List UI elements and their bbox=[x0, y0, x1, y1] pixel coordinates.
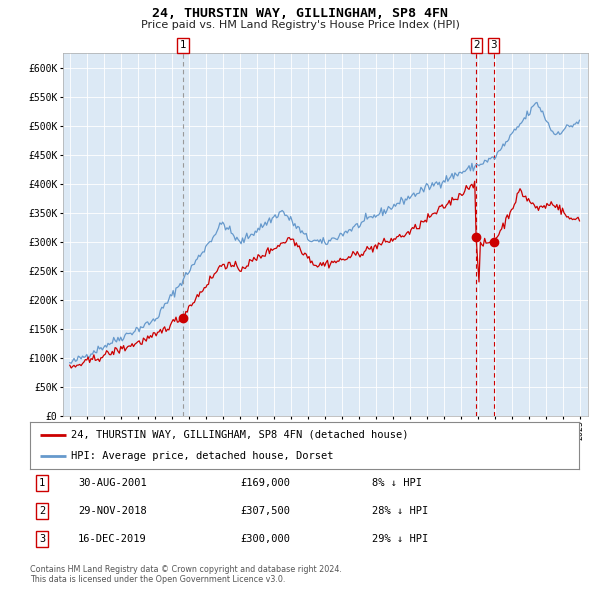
Text: £307,500: £307,500 bbox=[240, 506, 290, 516]
Text: 30-AUG-2001: 30-AUG-2001 bbox=[78, 478, 147, 487]
Text: 16-DEC-2019: 16-DEC-2019 bbox=[78, 535, 147, 544]
Text: 8% ↓ HPI: 8% ↓ HPI bbox=[372, 478, 422, 487]
Text: HPI: Average price, detached house, Dorset: HPI: Average price, detached house, Dors… bbox=[71, 451, 334, 461]
Text: 2: 2 bbox=[473, 40, 479, 50]
Text: Price paid vs. HM Land Registry's House Price Index (HPI): Price paid vs. HM Land Registry's House … bbox=[140, 20, 460, 30]
Text: 29-NOV-2018: 29-NOV-2018 bbox=[78, 506, 147, 516]
Text: 28% ↓ HPI: 28% ↓ HPI bbox=[372, 506, 428, 516]
Text: 3: 3 bbox=[39, 535, 45, 544]
Text: 24, THURSTIN WAY, GILLINGHAM, SP8 4FN (detached house): 24, THURSTIN WAY, GILLINGHAM, SP8 4FN (d… bbox=[71, 430, 409, 440]
Text: 3: 3 bbox=[491, 40, 497, 50]
Text: 29% ↓ HPI: 29% ↓ HPI bbox=[372, 535, 428, 544]
Text: 2: 2 bbox=[39, 506, 45, 516]
Text: 24, THURSTIN WAY, GILLINGHAM, SP8 4FN: 24, THURSTIN WAY, GILLINGHAM, SP8 4FN bbox=[152, 7, 448, 20]
Text: £300,000: £300,000 bbox=[240, 535, 290, 544]
Text: Contains HM Land Registry data © Crown copyright and database right 2024.
This d: Contains HM Land Registry data © Crown c… bbox=[30, 565, 342, 584]
Text: 1: 1 bbox=[39, 478, 45, 487]
Text: 1: 1 bbox=[180, 40, 187, 50]
Text: £169,000: £169,000 bbox=[240, 478, 290, 487]
